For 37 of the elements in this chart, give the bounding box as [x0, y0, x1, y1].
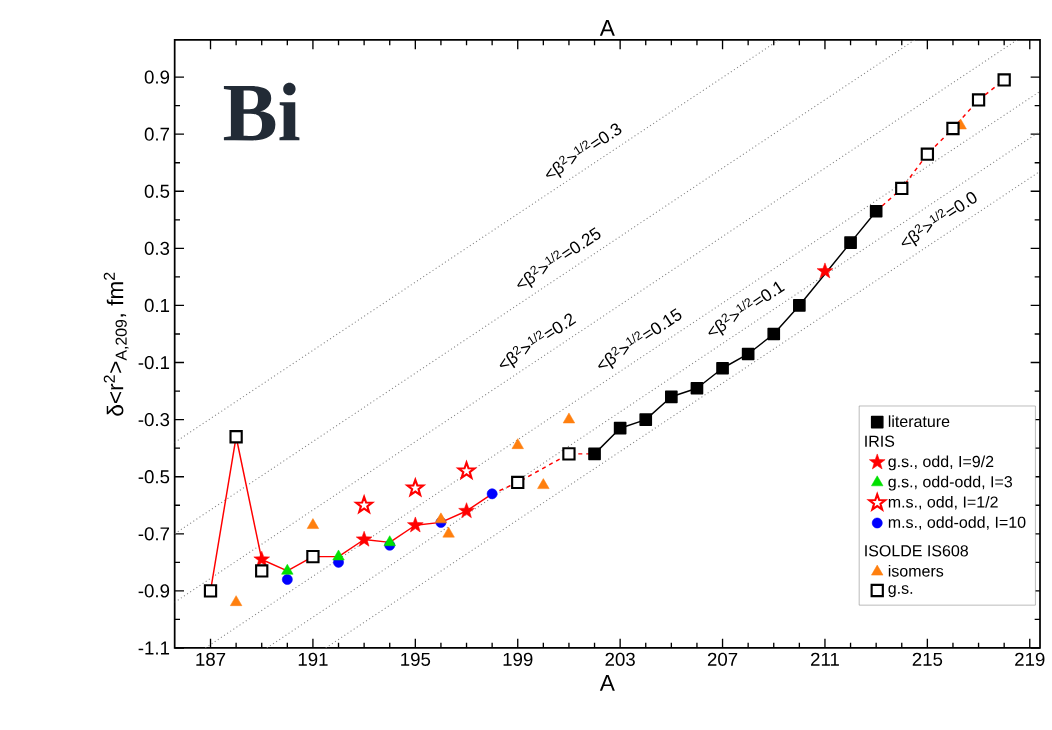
text: <β$^{2}$>$^{1/2}$=0.2 [499, 313, 577, 369]
legend-label: g.s., odd-odd, I=3 [888, 475, 1013, 491]
x-tick-label: 195 [401, 652, 431, 666]
x-tick-label: 187 [196, 652, 226, 666]
y-tick-label: -0.1 [138, 355, 170, 370]
y-tick-label: -0.3 [138, 413, 170, 427]
x-axis-title: A [599, 675, 615, 691]
y-tick-label: 0.1 [144, 298, 170, 313]
y-tick-label: 0.7 [144, 127, 170, 141]
y-tick-label: 0.5 [144, 184, 170, 198]
x-tick-label: 191 [298, 652, 328, 666]
x-tick-label: 203 [605, 652, 635, 666]
y-tick-label: -0.5 [138, 470, 170, 484]
y-tick-label: -0.7 [138, 527, 170, 541]
legend-label: m.s., odd-odd, I=10 [888, 516, 1026, 530]
legend-label: isomers [888, 564, 944, 577]
text: <β$^{2}$>$^{1/2}$=0.3 [545, 123, 622, 178]
text: <β$^{2}$>$^{1/2}$=0.1 [708, 281, 785, 336]
annotation: Bi [223, 82, 300, 141]
annotation: ISOLDE IS608 [865, 545, 968, 557]
x-tick-label: 207 [707, 652, 738, 666]
y-tick-label: 0.3 [144, 241, 170, 255]
annotation: IRIS [865, 435, 895, 447]
legend-label: g.s., odd, I=9/2 [888, 455, 994, 471]
legend-label: g.s. [888, 585, 913, 598]
y-tick-label: -0.9 [138, 584, 170, 598]
x-tick-label: 219 [1015, 652, 1045, 666]
legend-label: m.s., odd, I=1/2 [888, 495, 998, 510]
text: <β$^{2}$>$^{1/2}$=0.0 [901, 192, 977, 247]
y-axis-title: δ<r$^{2}$>$_{A,209}$, fm$^{2}$ [103, 272, 129, 416]
x-tick-label: 215 [912, 652, 943, 666]
x2-axis-title: A [599, 20, 615, 36]
x-tick-label: 211 [811, 652, 839, 666]
y-tick-label: -1.1 [138, 641, 170, 655]
legend-label: literature [888, 415, 950, 428]
x-tick-label: 199 [503, 652, 533, 666]
y-tick-label: 0.9 [144, 70, 170, 84]
